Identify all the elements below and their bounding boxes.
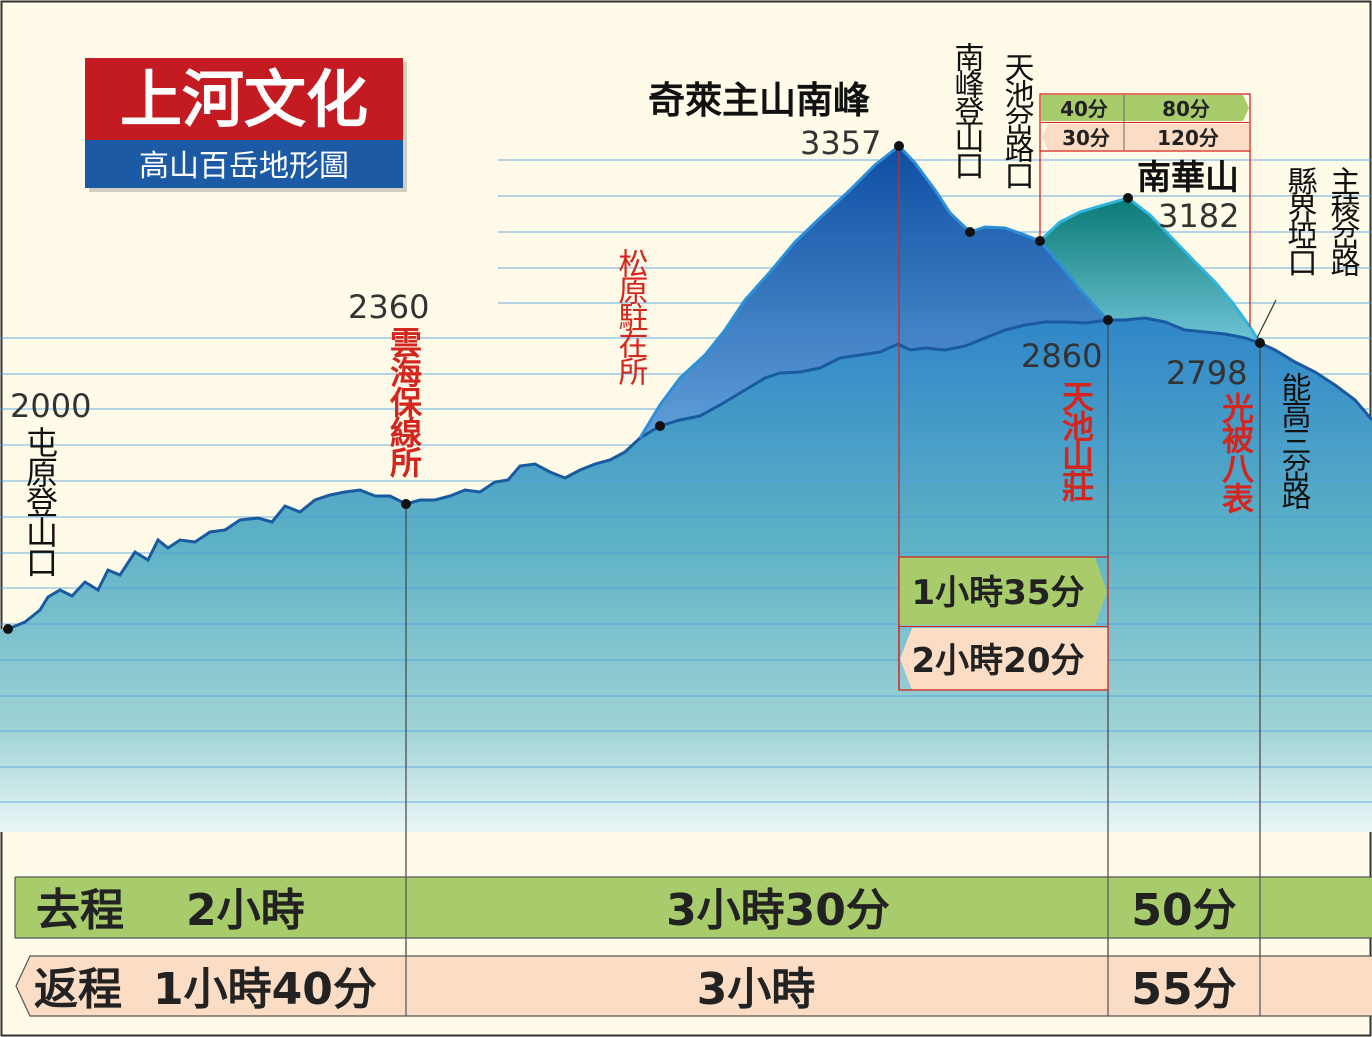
elevation-yunhai: 2360 <box>348 288 429 326</box>
side-go-arrow <box>899 557 1107 625</box>
elevation-guangbei: 2798 <box>1166 354 1247 392</box>
return-seg1: 1小時40分 <box>153 964 377 1015</box>
lower-right-time: 120分 <box>1157 126 1219 150</box>
label-south-trailhead: 南峰登山口 <box>949 42 985 179</box>
vertical-labels: 屯原登山口 雲海保線所 松原駐在所 南峰登山口 天池岔路口 天池山莊 光被八表 … <box>21 42 1361 577</box>
timeline-go-row: 去程 2小時 3小時30分 50分 <box>14 876 1372 939</box>
label-guangbei: 光被八表 <box>1217 392 1255 515</box>
marker-tianchi-lodge <box>1103 315 1113 325</box>
elevation-nanhua: 3182 <box>1158 197 1239 235</box>
elevation-tunyuan: 2000 <box>10 387 91 425</box>
waypoint-markers <box>3 141 1265 634</box>
go-seg3: 50分 <box>1131 885 1236 936</box>
label-tianchi-fork: 天池岔路口 <box>999 52 1034 189</box>
marker-songyuan <box>655 421 665 431</box>
label-tunyuan: 屯原登山口 <box>21 426 59 577</box>
timeline-dividers <box>405 877 1261 1016</box>
label-main-ridge-fork: 主稜岔路 <box>1325 166 1361 277</box>
nanhua-outline <box>1038 196 1262 344</box>
marker-south-peak <box>894 141 904 151</box>
nanhua-mountain <box>1040 198 1260 343</box>
upper-left-time: 40分 <box>1060 97 1108 121</box>
lower-time-arrow <box>1042 124 1249 150</box>
upper-time-arrow <box>1041 95 1249 121</box>
label-tianchi-lodge: 天池山莊 <box>1057 380 1095 503</box>
logo-red-panel <box>85 58 403 140</box>
nanhua-side-trip-times: 40分 80分 30分 120分 <box>1041 95 1249 150</box>
side-trip-frames <box>898 93 1251 690</box>
marker-tianchi-fork <box>1035 236 1045 246</box>
return-seg2: 3小時 <box>697 964 816 1015</box>
logo-blue-panel <box>85 140 403 188</box>
return-label: 返程 <box>34 964 122 1015</box>
south-peak-mountain <box>640 146 1108 438</box>
south-peak-name: 奇萊主山南峰 <box>648 79 870 122</box>
south-peak-side-trip-times: 1小時35分 2小時20分 <box>898 556 1109 691</box>
side-return-time: 2小時20分 <box>912 641 1085 681</box>
label-yunhai: 雲海保線所 <box>385 326 423 479</box>
marker-south-trailhead <box>965 227 975 237</box>
main-ridge-profile <box>0 318 1372 832</box>
lower-grid-lines <box>0 444 1372 803</box>
elevation-tianchi-lodge: 2860 <box>1021 337 1102 375</box>
timeline-return-row: 返程 1小時40分 3小時 55分 <box>15 955 1372 1017</box>
go-seg2: 3小時30分 <box>666 885 890 936</box>
logo-brand: 上河文化 <box>120 63 368 136</box>
return-seg3: 55分 <box>1131 964 1236 1015</box>
publisher-logo: 上河文化 高山百岳地形圖 <box>85 58 407 192</box>
label-nenggao-fork: 能高三岔路 <box>1276 372 1311 510</box>
go-seg1: 2小時 <box>186 885 305 936</box>
elevation-labels: 2000 2360 3357 3182 2860 2798 <box>10 124 1247 425</box>
county-pass-leader <box>1256 299 1277 339</box>
side-return-arrow <box>900 628 1108 690</box>
upper-right-time: 80分 <box>1162 97 1210 121</box>
marker-yunhai <box>401 499 411 509</box>
marker-tunyuan <box>3 624 13 634</box>
label-county-pass: 縣界埡口 <box>1282 166 1318 276</box>
lower-left-time: 30分 <box>1062 126 1110 150</box>
side-go-time: 1小時35分 <box>912 573 1085 613</box>
marker-nenggao-fork <box>1255 338 1265 348</box>
go-label: 去程 <box>36 885 124 936</box>
marker-nanhua <box>1123 193 1133 203</box>
nanhua-name: 南華山 <box>1137 158 1239 198</box>
elevation-south-peak: 3357 <box>800 124 881 162</box>
logo-subtitle: 高山百岳地形圖 <box>139 149 349 184</box>
label-songyuan: 松原駐在所 <box>613 248 649 386</box>
